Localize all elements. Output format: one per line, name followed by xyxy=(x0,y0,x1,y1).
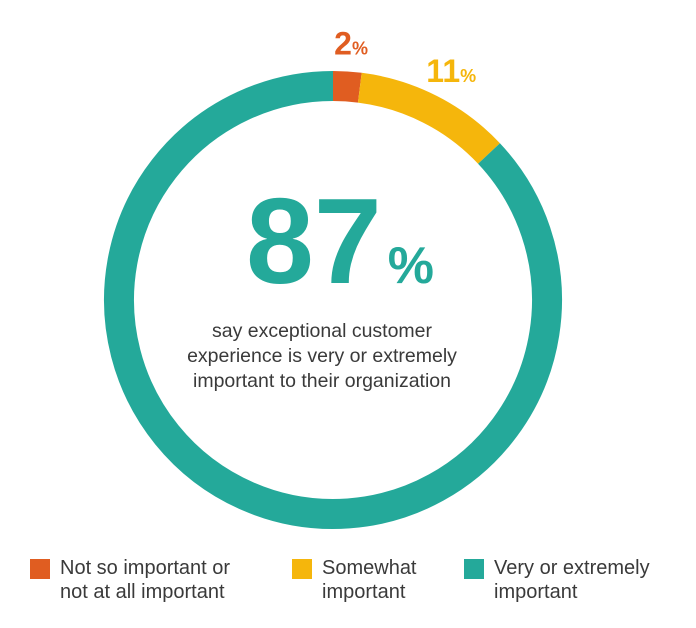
slice-label-number: 2 xyxy=(334,26,352,62)
legend-swatch-not-important xyxy=(30,559,50,579)
chart-legend: Not so important or not at all important… xyxy=(0,556,696,616)
slice-very-important xyxy=(104,71,562,529)
legend-item-not-important: Not so important or not at all important xyxy=(30,556,230,604)
center-caption-line-3: important to their organization xyxy=(193,370,451,392)
center-percentage-unit: % xyxy=(388,237,434,295)
slice-somewhat-important xyxy=(357,72,500,164)
slice-label-number: 11 xyxy=(426,53,460,89)
legend-item-somewhat-important: Somewhat important xyxy=(292,556,417,604)
center-caption-line-1: say exceptional customer xyxy=(212,320,433,342)
slice-label-not-important: 2% xyxy=(334,26,368,62)
center-percentage-number: 87 xyxy=(246,173,382,309)
donut-slices xyxy=(104,71,562,529)
legend-label-not-important: Not so important or not at all important xyxy=(60,557,231,603)
slice-labels: 2%11% xyxy=(334,26,476,89)
legend-label-somewhat-important: Somewhat important xyxy=(322,557,417,603)
center-caption-line-2: experience is very or extremely xyxy=(187,345,457,367)
center-percentage: 87% xyxy=(246,173,434,309)
slice-label-unit: % xyxy=(460,66,476,86)
slice-not-important xyxy=(332,71,362,103)
legend-label-very-important: Very or extremely important xyxy=(494,557,650,603)
legend-swatch-somewhat-important xyxy=(292,559,312,579)
slice-label-unit: % xyxy=(352,39,368,59)
legend-item-very-important: Very or extremely important xyxy=(464,556,650,604)
center-annotation: 87% say exceptional customer experience … xyxy=(187,173,457,392)
legend-swatch-very-important xyxy=(464,559,484,579)
slice-label-somewhat-important: 11% xyxy=(426,53,476,89)
